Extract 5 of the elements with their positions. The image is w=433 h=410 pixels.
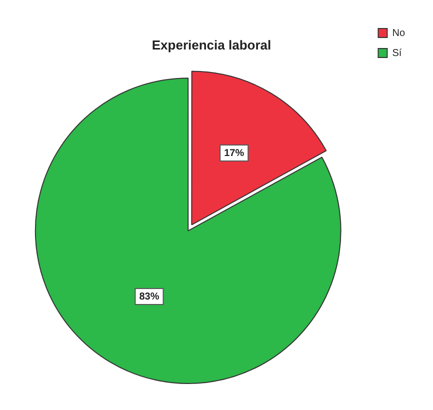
text: Experiencia laboral [152, 37, 272, 52]
data-label: 17% [224, 148, 244, 159]
data-label: 83% [139, 291, 160, 302]
legend-label: No [392, 28, 406, 39]
legend-label: Sí [392, 48, 402, 59]
